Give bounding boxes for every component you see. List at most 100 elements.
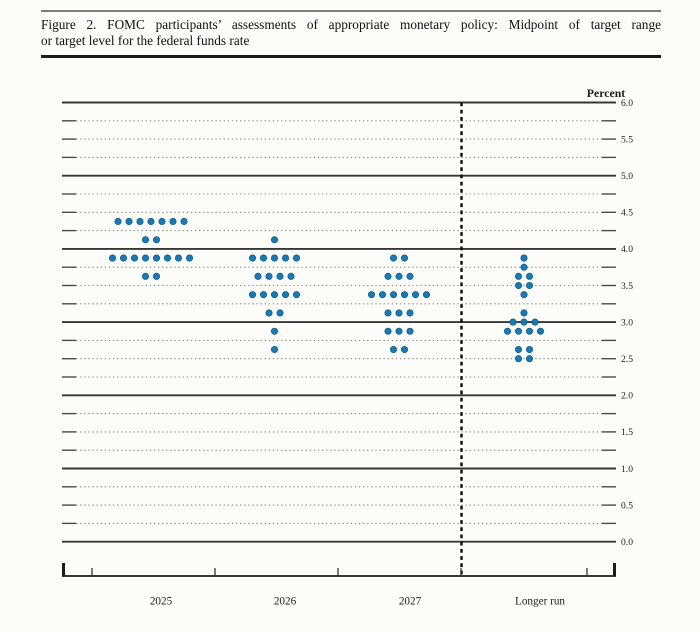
- projection-dot: [514, 281, 523, 290]
- projection-dot: [108, 254, 117, 262]
- projection-dot: [406, 309, 414, 317]
- projection-dot: [276, 309, 284, 317]
- projection-dot: [254, 272, 262, 280]
- y-tick-label: 5.5: [621, 134, 633, 145]
- y-tick-label: 3.0: [621, 317, 633, 328]
- category-label: 2025: [150, 596, 173, 608]
- projection-dot: [520, 263, 528, 271]
- y-tick-label: 0.0: [621, 537, 633, 548]
- y-tick-label: 0.5: [621, 500, 633, 511]
- projection-dot: [130, 254, 139, 262]
- projection-dot: [169, 217, 177, 226]
- projection-dot: [406, 327, 414, 335]
- projection-dot: [395, 309, 403, 317]
- y-tick-label: 2.0: [621, 391, 633, 402]
- projection-dot: [536, 327, 545, 335]
- y-tick-label: 6.0: [621, 98, 633, 109]
- top-rule: [41, 10, 661, 12]
- y-tick-label: 1.5: [621, 427, 633, 438]
- projection-dot: [531, 318, 539, 326]
- y-tick-label: 3.5: [621, 281, 633, 292]
- projection-dot: [265, 272, 273, 280]
- projection-dot: [276, 272, 284, 280]
- figure-title: Figure 2. FOMC participants’ assessments…: [41, 17, 661, 49]
- projection-dot: [422, 291, 431, 299]
- projection-dot: [114, 217, 122, 226]
- projection-dot: [292, 291, 301, 299]
- projection-dot: [265, 309, 273, 317]
- projection-dot: [281, 254, 290, 262]
- projection-dot: [248, 291, 257, 299]
- projection-dot: [389, 345, 398, 354]
- projection-dot: [514, 272, 523, 280]
- projection-dot: [520, 309, 528, 317]
- category-label: 2027: [399, 596, 422, 608]
- projection-dot: [384, 327, 392, 335]
- figure-title-line1: Figure 2. FOMC participants’ assessments…: [41, 17, 661, 32]
- projection-dot: [270, 236, 279, 244]
- projection-dot: [384, 309, 392, 317]
- projection-dot: [520, 318, 528, 326]
- projection-dot: [514, 345, 523, 354]
- title-rule: [41, 55, 661, 58]
- projection-dot: [152, 272, 161, 280]
- projection-dot: [270, 291, 279, 299]
- projection-dot: [525, 327, 534, 335]
- projection-dot: [259, 291, 268, 299]
- projection-dot: [259, 254, 268, 262]
- projection-dot: [525, 355, 534, 363]
- projection-dot: [158, 217, 166, 226]
- projection-dot: [400, 254, 409, 262]
- projection-dot: [514, 355, 523, 363]
- projection-dot: [389, 291, 398, 299]
- projection-dot: [400, 291, 409, 299]
- projection-dot: [287, 272, 295, 280]
- projection-dot: [411, 291, 420, 299]
- y-tick-label: 4.5: [621, 208, 633, 219]
- projection-dot: [141, 272, 150, 280]
- projection-dot: [141, 254, 150, 262]
- projection-dot: [180, 217, 188, 226]
- projection-dot: [400, 345, 409, 354]
- projection-dot: [119, 254, 128, 262]
- y-tick-label: 1.0: [621, 464, 633, 475]
- projection-dot: [136, 217, 144, 226]
- projection-dot: [163, 254, 172, 262]
- projection-dot: [395, 327, 403, 335]
- projection-dot: [503, 327, 512, 335]
- projection-dot: [147, 217, 155, 226]
- projection-dot: [292, 254, 301, 262]
- projection-dot: [509, 318, 517, 326]
- projection-dot: [525, 345, 534, 354]
- projection-dot: [395, 272, 403, 280]
- projection-dot: [525, 281, 534, 290]
- y-tick-label: 2.5: [621, 354, 633, 365]
- projection-dot: [384, 272, 392, 280]
- projection-dot: [152, 236, 161, 244]
- projection-dot: [367, 291, 376, 299]
- projection-dot: [389, 254, 398, 262]
- projection-dot: [520, 291, 528, 299]
- y-axis-title: Percent: [587, 86, 625, 100]
- y-tick-label: 5.0: [621, 171, 633, 182]
- projection-dot: [270, 327, 279, 335]
- projection-dot: [270, 254, 279, 262]
- projection-dot: [141, 236, 150, 244]
- projection-dot: [514, 327, 523, 335]
- projection-dot: [281, 291, 290, 299]
- projection-dot: [520, 254, 528, 262]
- figure-title-line2: or target level for the federal funds ra…: [41, 33, 250, 48]
- projection-dot: [525, 272, 534, 280]
- projection-dot: [125, 217, 133, 226]
- projection-dot: [152, 254, 161, 262]
- projection-dot: [378, 291, 387, 299]
- projection-dot: [248, 254, 257, 262]
- y-tick-label: 4.0: [621, 244, 633, 255]
- category-label: 2026: [274, 596, 297, 608]
- projection-dot: [406, 272, 414, 280]
- projection-dot: [185, 254, 194, 262]
- projection-dot: [174, 254, 183, 262]
- projection-dot: [270, 345, 279, 354]
